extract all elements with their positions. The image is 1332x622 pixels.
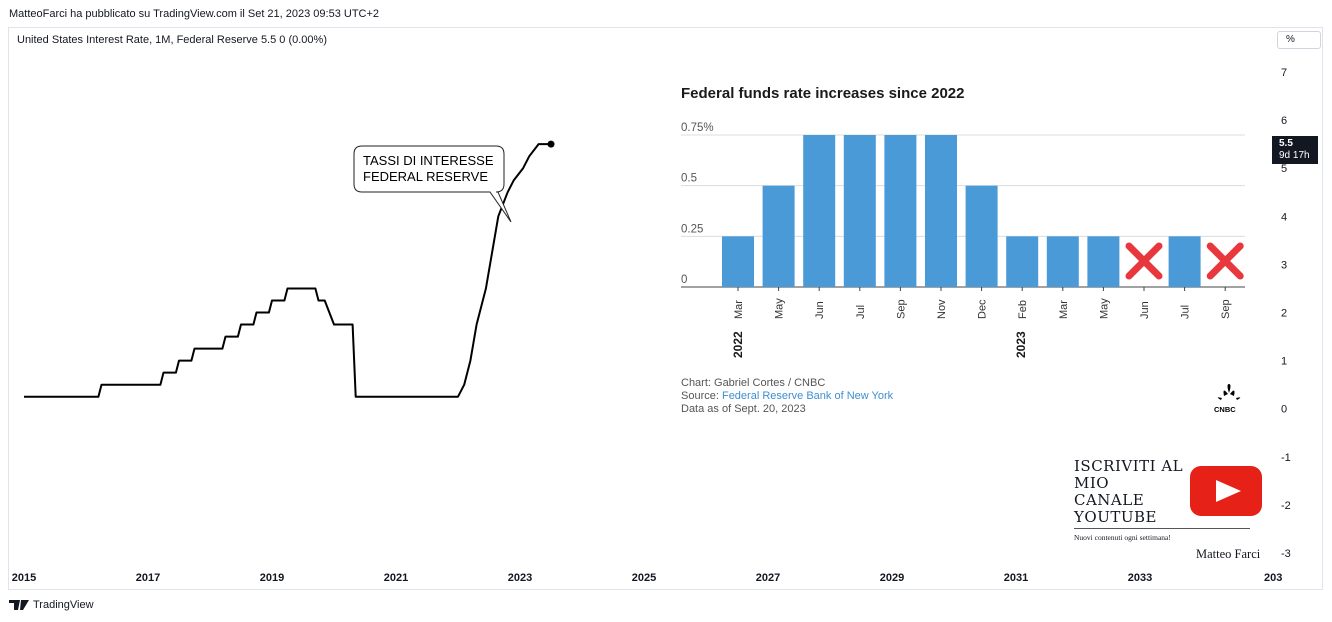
- credit-source-prefix: Source:: [681, 390, 722, 402]
- x-tick-label: 2015: [12, 572, 36, 584]
- x-tick-label: 2021: [384, 572, 408, 584]
- y-axis: 7 6 5 4 3 2 1 0 -1 -2 -3: [1281, 67, 1291, 560]
- bar-category-label: Jul: [855, 305, 867, 319]
- bar-category-label: Jun: [1139, 301, 1151, 319]
- bar-feb: [1006, 236, 1039, 287]
- y-tick-label: 3: [1281, 259, 1287, 271]
- y-tick-label: 2: [1281, 308, 1287, 320]
- bar-nov: [925, 135, 957, 287]
- publish-caption: MatteoFarci ha pubblicato su TradingView…: [9, 8, 380, 20]
- x-axis: 2015 2017 2019 2021 2023 2025 2027 2029 2031 2033…: [12, 572, 1283, 584]
- tradingview-logo-icon: [9, 600, 29, 610]
- bar-may: [1087, 236, 1120, 287]
- promo-author: Matteo Farci: [1196, 547, 1261, 561]
- subscribe-line-2: MIO: [1074, 474, 1110, 492]
- x-tick-label: 2029: [880, 572, 904, 584]
- badge-value: 5.5: [1279, 138, 1293, 149]
- bar-category-label: Feb: [1017, 300, 1029, 319]
- x-tick-label: 2023: [508, 572, 532, 584]
- subscribe-line-1: ISCRIVITI AL: [1074, 457, 1184, 475]
- x-tick-label: 2017: [136, 572, 160, 584]
- cnbc-logo-text: CNBC: [1214, 405, 1236, 414]
- bar-jul: [843, 135, 876, 287]
- subscribe-line-3: CANALE: [1074, 491, 1145, 509]
- credit-chart: Chart: Gabriel Cortes / CNBC: [681, 377, 825, 389]
- x-tick-label: 2019: [260, 572, 284, 584]
- credit-date: Data as of Sept. 20, 2023: [681, 403, 806, 415]
- chart-frame[interactable]: [8, 27, 1323, 590]
- footer-brand[interactable]: TradingView: [9, 599, 94, 611]
- badge-countdown: 9d 17h: [1279, 150, 1310, 161]
- bar-y-tick: 0.5: [681, 173, 697, 185]
- x-tick-label: 2027: [756, 572, 780, 584]
- bar-mar: [1046, 236, 1079, 287]
- last-value-dot: [547, 140, 555, 148]
- bar-category-label: Mar: [733, 300, 745, 319]
- bar-category-label: Sep: [1220, 299, 1232, 319]
- promo-divider: [1074, 528, 1250, 529]
- y-tick-label: 7: [1281, 67, 1287, 79]
- bar-category-label: Jul: [1180, 305, 1192, 319]
- promo-subtitle: Nuovi contenuti ogni settimana!: [1074, 533, 1171, 542]
- credit-source-link[interactable]: Federal Reserve Bank of New York: [722, 390, 894, 402]
- subscribe-line-4: YOUTUBE: [1074, 508, 1157, 526]
- tradingview-brand: TradingView: [33, 599, 94, 611]
- callout-bubble: [353, 145, 512, 223]
- last-price-badge: 5.5 9d 17h: [1272, 136, 1318, 164]
- annotation-callout[interactable]: TASSI DI INTERESSE FEDERAL RESERVE: [353, 145, 512, 223]
- bar-sep: [884, 135, 917, 287]
- bar-chart-title: Federal funds rate increases since 2022: [681, 85, 964, 102]
- bar-dec: [965, 185, 998, 287]
- bar-category-label: Jun: [814, 301, 826, 319]
- bar-jul: [1168, 236, 1201, 287]
- y-tick-label: -1: [1281, 452, 1291, 464]
- bar-jun: [803, 135, 836, 287]
- bar-category-label: May: [1098, 298, 1110, 319]
- bar-y-tick: 0.75%: [681, 122, 714, 134]
- bar-may: [762, 185, 795, 287]
- paused-cross-icon: [1125, 242, 1163, 280]
- fed-bar-chart: Federal funds rate increases since 2022 …: [681, 85, 1245, 415]
- x-tick-label: 2033: [1128, 572, 1152, 584]
- interest-rate-line: [24, 143, 551, 398]
- callout-line-2: FEDERAL RESERVE: [363, 169, 488, 184]
- x-tick-label: 2025: [632, 572, 656, 584]
- y-tick-label: 6: [1281, 115, 1287, 127]
- bar-category-label: Sep: [895, 299, 907, 319]
- bar-category-label: Dec: [977, 299, 989, 319]
- y-tick-label: -2: [1281, 500, 1291, 512]
- unit-button[interactable]: %: [1277, 31, 1321, 49]
- callout-line-1: TASSI DI INTERESSE: [363, 153, 494, 168]
- y-tick-label: 1: [1281, 356, 1287, 368]
- credit-source: Source: Federal Reserve Bank of New York: [681, 390, 894, 402]
- bar-mar: [722, 236, 754, 287]
- play-icon: [1216, 480, 1241, 502]
- x-tick-label: 2031: [1004, 572, 1028, 584]
- bar-y-tick: 0: [681, 274, 687, 286]
- year-label-2022: 2022: [731, 331, 745, 358]
- bars: [722, 135, 1244, 287]
- series-legend[interactable]: United States Interest Rate, 1M, Federal…: [17, 34, 327, 46]
- bar-category-label: May: [774, 298, 786, 319]
- y-tick-label: 5: [1281, 163, 1287, 175]
- y-tick-label: -3: [1281, 548, 1291, 560]
- bar-category-label: Mar: [1058, 300, 1070, 319]
- bar-categories: Mar May Jun Jul Sep Nov Dec Feb Mar May Jun Jul Sep: [733, 287, 1232, 319]
- subscribe-text[interactable]: ISCRIVITI AL MIO CANALE YOUTUBE: [1074, 458, 1189, 526]
- y-tick-label: 4: [1281, 211, 1287, 223]
- x-tick-label: 203: [1264, 572, 1282, 584]
- bar-category-label: Nov: [936, 299, 948, 319]
- year-label-2023: 2023: [1014, 331, 1028, 358]
- cnbc-peacock-logo: CNBC: [1214, 384, 1241, 414]
- youtube-promo[interactable]: [1190, 466, 1262, 516]
- y-tick-label: 0: [1281, 404, 1287, 416]
- paused-cross-icon: [1206, 242, 1244, 280]
- bar-y-tick: 0.25: [681, 223, 703, 235]
